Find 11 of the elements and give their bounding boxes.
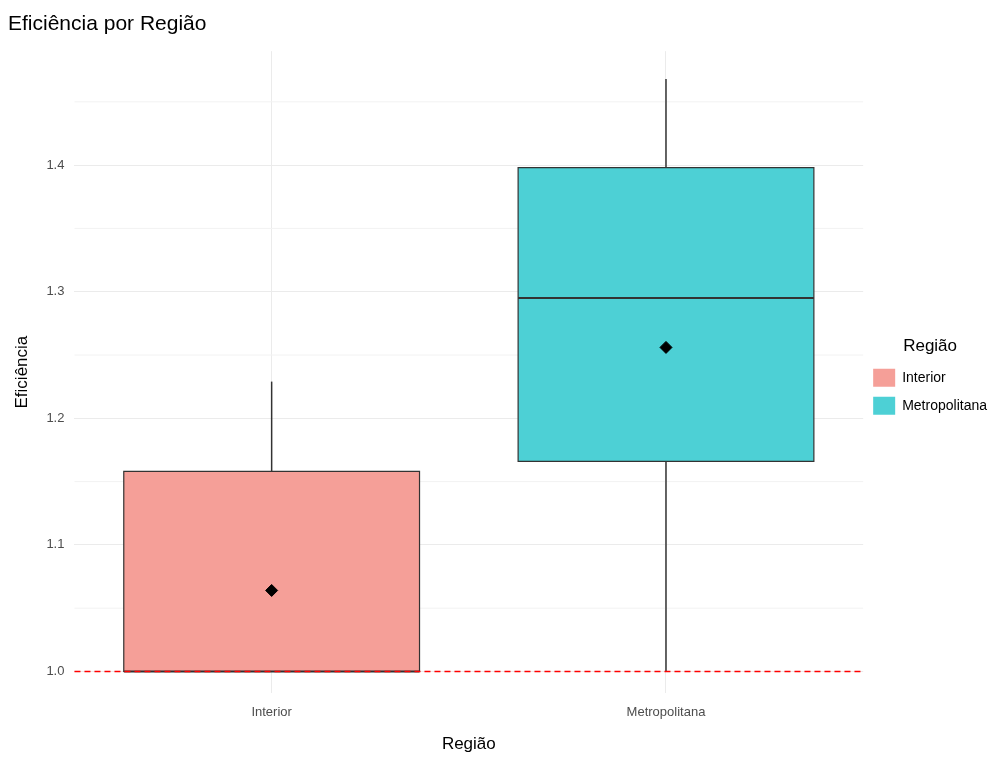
legend-title: Região xyxy=(903,336,958,356)
x-axis-title: Região xyxy=(441,734,496,754)
y-tick-label: 1.1 xyxy=(46,536,65,552)
legend-label: Metropolitana xyxy=(902,396,988,413)
y-tick-label: 1.4 xyxy=(46,156,65,172)
y-tick-label: 1.0 xyxy=(46,663,65,679)
chart-title: Eficiência por Região xyxy=(8,11,207,35)
y-tick-label: 1.2 xyxy=(46,409,65,425)
y-tick-label: 1.3 xyxy=(46,283,65,299)
y-axis-title: Eficiência xyxy=(11,335,31,409)
legend-label: Interior xyxy=(902,368,947,385)
